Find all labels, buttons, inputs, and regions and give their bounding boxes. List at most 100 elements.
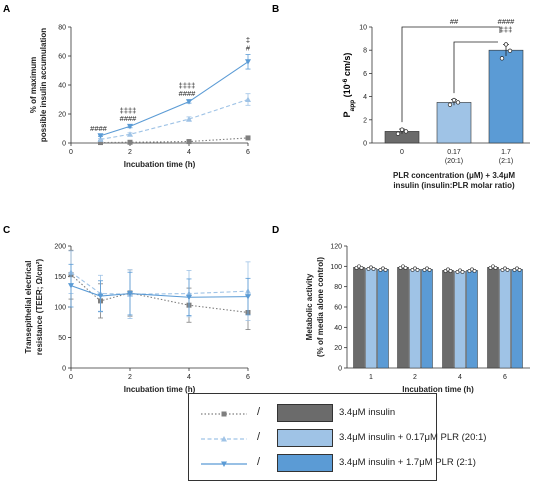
y-tick-label: 6: [363, 71, 367, 78]
significance-label: ‡‡‡‡: [120, 106, 137, 115]
y-tick-label: 10: [359, 25, 367, 32]
data-point-plr_2_1: [186, 294, 192, 301]
replicate-point: [371, 266, 376, 271]
y-tick-label: 60: [334, 305, 342, 312]
replicate-point: [403, 129, 409, 134]
legend-swatch-plr-20-1: [277, 429, 333, 447]
category-label: 1: [369, 374, 373, 381]
bar: [499, 269, 511, 369]
x-axis-label: PLR concentration (μM) + 3.4μM: [393, 171, 515, 180]
significance-label: ‡‡‡‡: [179, 81, 196, 90]
category-label: 1.7: [501, 149, 511, 156]
replicate-point: [472, 268, 477, 273]
x-axis-label: insulin (insulin:PLR molar ratio): [393, 181, 515, 190]
legend-marker: [221, 411, 227, 417]
x-tick-label: 4: [187, 374, 191, 381]
chart-panel-b: 0 2 4 6 8 10 0 0.17 (20:1) 1.7 (2:1) PLR concentrat…: [342, 17, 530, 190]
bar: [487, 267, 499, 369]
y-axis-label-part: P: [342, 111, 352, 117]
legend-marker: [221, 436, 227, 442]
x-axis-label: Incubation time (h): [124, 160, 196, 169]
y-tick-label: 20: [334, 345, 342, 352]
legend-item-plr-2-1: / 3.4μM insulin + 1.7μM PLR (2:1): [189, 454, 476, 474]
bar: [442, 270, 454, 369]
bar: [511, 269, 523, 369]
series-line-plr_20_1: [100, 98, 249, 140]
panel-label-c: C: [3, 225, 10, 236]
significance-label: ‡‡‡: [500, 25, 513, 34]
y-tick-label: 40: [58, 83, 66, 90]
replicate-point: [415, 267, 420, 272]
replicate-point: [499, 56, 505, 61]
x-tick-label: 0: [69, 374, 73, 381]
replicate-point: [507, 48, 513, 53]
replicate-point: [451, 97, 457, 103]
y-axis-label: possible insulin accumulation: [39, 28, 48, 142]
data-point-plr_2_1: [97, 133, 104, 139]
bar: [466, 270, 478, 369]
series-line-insulin: [100, 137, 249, 144]
y-axis-label: (% of media alone control): [316, 257, 325, 357]
panel-label-d: D: [272, 225, 279, 236]
legend-item-insulin: / 3.4μM insulin: [189, 404, 436, 424]
data-point-plr_2_1: [245, 294, 251, 300]
replicate-point: [460, 270, 465, 274]
data-point-insulin: [98, 140, 103, 146]
legend-line-insulin: [201, 411, 247, 417]
data-point-plr_20_1: [245, 96, 251, 102]
chart-panel-c: 0 50 100 150 200 0 2 4 6 Incubation time (h) Trans…: [24, 244, 251, 394]
replicate-point: [399, 127, 405, 132]
replicate-point: [505, 267, 510, 272]
bar: [488, 49, 524, 144]
y-axis-label-part: -6: [342, 78, 349, 84]
data-point-plr_2_1: [68, 283, 74, 289]
y-tick-label: 8: [363, 48, 367, 55]
data-point-plr_20_1: [97, 136, 104, 142]
y-tick-label: 50: [58, 335, 66, 342]
significance-label: #: [246, 44, 251, 53]
y-axis-label: Papp (10-6 cm/s): [342, 53, 356, 118]
y-tick-label: 120: [330, 244, 342, 251]
y-tick-label: 80: [334, 284, 342, 291]
y-tick-label: 4: [363, 94, 367, 101]
significance-label: ‡: [246, 36, 250, 45]
x-axis-label: Incubation time (h): [402, 385, 474, 394]
bar: [365, 268, 377, 369]
x-tick-label: 6: [246, 149, 250, 156]
significance-bracket: [453, 41, 498, 94]
data-point-insulin: [186, 139, 192, 145]
data-point-plr_2_1: [127, 291, 133, 297]
bar: [436, 102, 472, 144]
legend-label-insulin: 3.4μM insulin: [339, 407, 396, 418]
replicate-point: [383, 267, 388, 272]
category-label: (2:1): [499, 158, 513, 165]
category-label: 2: [413, 374, 417, 381]
chart-panel-a: 0 20 40 60 80 0 2 4 6 Incubation time (h) % of max…: [29, 25, 251, 169]
legend-swatch-insulin: [277, 404, 333, 422]
y-tick-label: 0: [363, 141, 367, 148]
legend-line-plr-20-1: [201, 436, 247, 442]
replicate-point: [517, 267, 522, 272]
data-point-plr_2_1: [245, 59, 251, 65]
y-tick-label: 40: [334, 325, 342, 332]
bar: [397, 267, 409, 369]
significance-label: ##: [450, 17, 459, 26]
y-tick-label: 100: [330, 264, 342, 271]
data-point-plr_2_1: [97, 293, 104, 300]
legend: / 3.4μM insulin / 3.4μM insulin + 0.17μM…: [188, 393, 486, 481]
y-tick-label: 150: [54, 274, 66, 281]
data-point-insulin: [127, 139, 133, 145]
significance-label: ####: [179, 89, 197, 98]
replicate-point: [395, 131, 401, 136]
replicate-point: [403, 265, 408, 270]
y-axis-label: resistance (TEER; Ω/cm²): [35, 259, 44, 356]
legend-swatch-plr-2-1: [277, 454, 333, 472]
significance-label: ####: [498, 17, 516, 26]
x-tick-label: 0: [69, 149, 73, 156]
significance-bracket: [401, 26, 501, 123]
category-label: (20:1): [445, 158, 463, 165]
panel-label-b: B: [272, 4, 279, 15]
legend-label-plr-20-1: 3.4μM insulin + 0.17μM PLR (20:1): [339, 432, 487, 443]
legend-label-plr-2-1: 3.4μM insulin + 1.7μM PLR (2:1): [339, 457, 476, 468]
